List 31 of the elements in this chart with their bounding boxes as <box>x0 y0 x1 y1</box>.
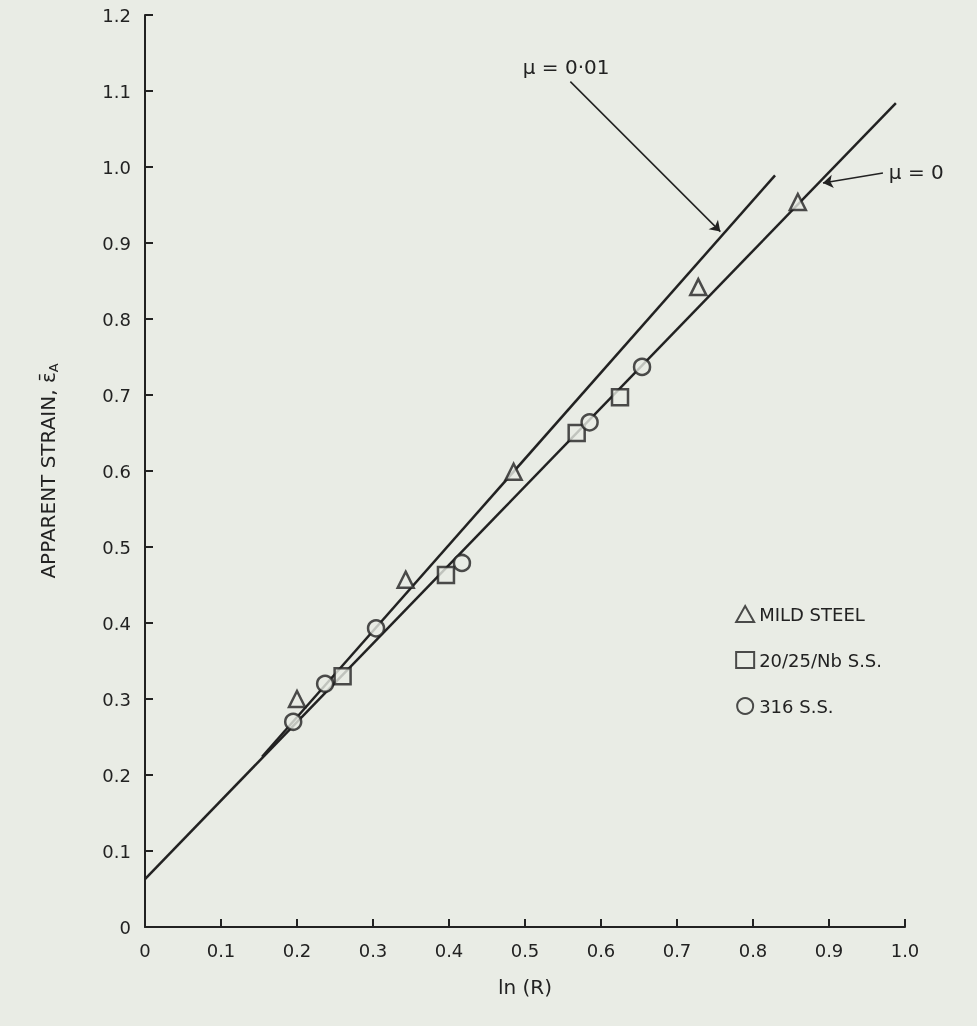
legend-label: 316 S.S. <box>759 695 834 717</box>
y-tick-label: 0.8 <box>102 308 131 330</box>
x-tick-label: 1.0 <box>890 939 920 961</box>
y-tick-label: 0.1 <box>102 840 131 862</box>
y-tick-label: 0.4 <box>102 612 131 634</box>
x-tick-label: 0.5 <box>510 939 540 961</box>
y-tick-label: 0.2 <box>102 764 131 786</box>
y-tick-label: 0.7 <box>102 384 131 406</box>
x-tick-label: 0.9 <box>814 939 844 961</box>
y-tick-label: 0 <box>119 916 131 938</box>
y-tick-label: 1.1 <box>102 80 131 102</box>
x-tick-label: 0.3 <box>358 939 388 961</box>
annotation: μ = 0 <box>888 159 944 184</box>
x-tick-label: 0.7 <box>662 939 692 961</box>
x-axis-title: ln (R) <box>497 975 553 999</box>
y-axis-title: APPARENT STRAIN, ε̄A <box>35 363 61 579</box>
y-tick-label: 0.6 <box>102 460 131 482</box>
x-tick-label: 0.6 <box>586 939 616 961</box>
legend-label: MILD STEEL <box>759 603 865 625</box>
y-tick-label: 0.3 <box>102 688 131 710</box>
x-tick-label: 0.4 <box>434 939 464 961</box>
y-tick-label: 1.0 <box>102 156 131 178</box>
x-tick-label: 0.2 <box>282 939 312 961</box>
y-tick-label: 1.2 <box>102 4 131 26</box>
x-tick-label: 0.1 <box>206 939 236 961</box>
legend-label: 20/25/Nb S.S. <box>759 649 883 671</box>
y-tick-label: 0.9 <box>102 232 131 254</box>
annotation: μ = 0·01 <box>522 55 610 80</box>
x-tick-label: 0.8 <box>738 939 768 961</box>
y-tick-label: 0.5 <box>102 536 131 558</box>
x-tick-label: 0 <box>139 939 151 961</box>
